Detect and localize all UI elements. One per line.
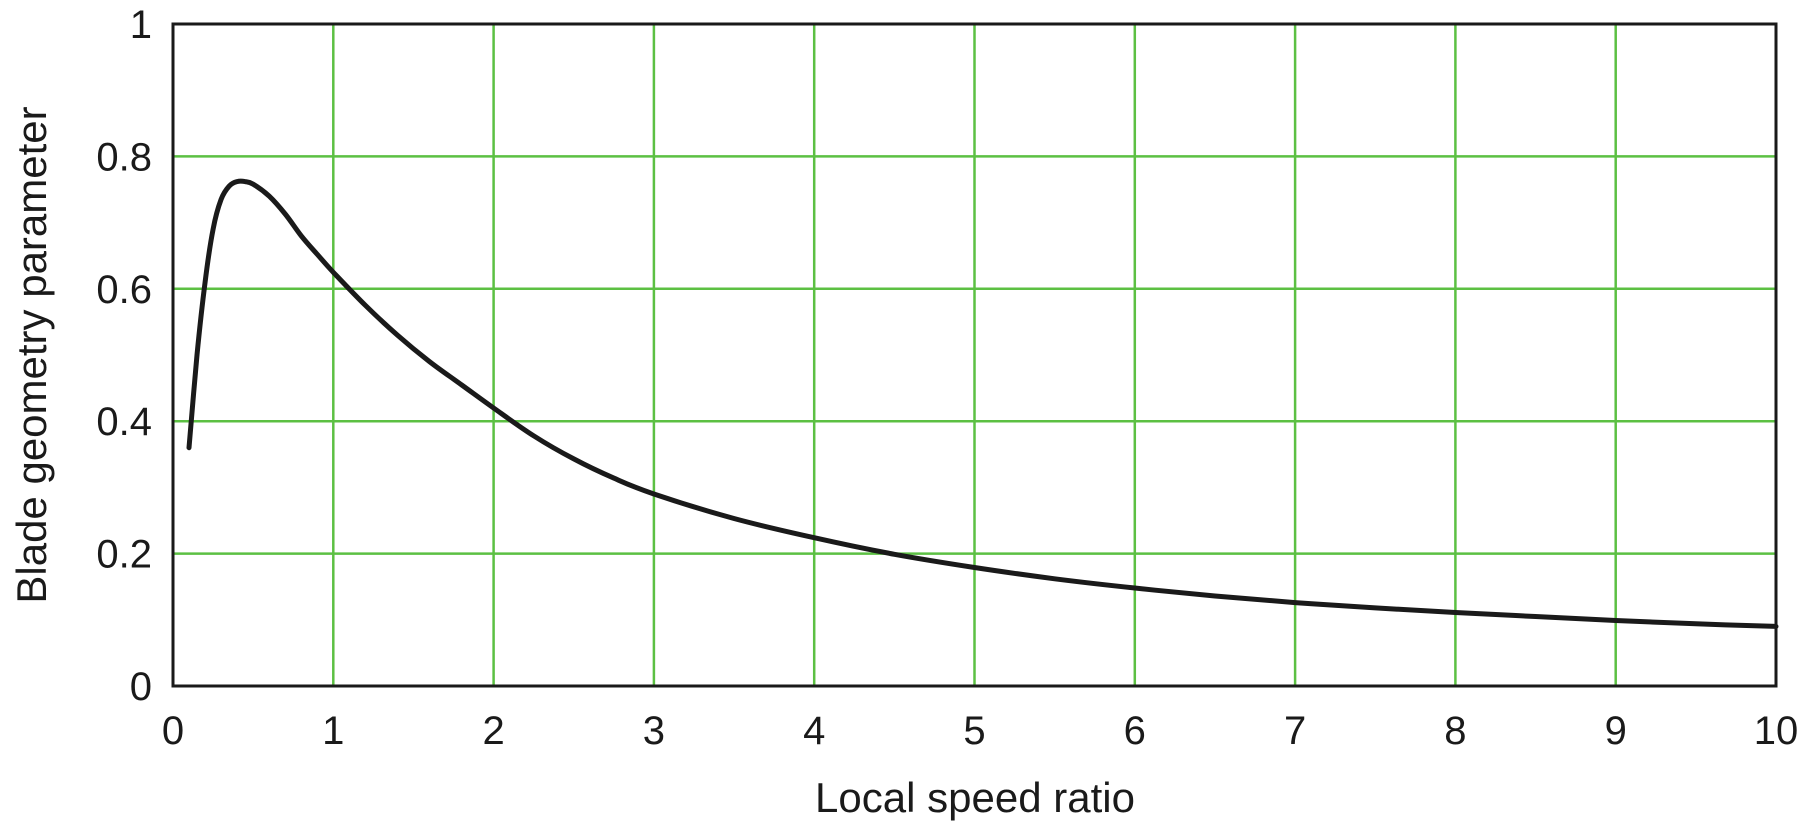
- y-tick-label: 0.4: [96, 400, 152, 444]
- x-tick-label: 5: [963, 709, 985, 753]
- x-tick-label: 9: [1605, 709, 1627, 753]
- plot-area-frame: [171, 22, 1778, 688]
- y-tick-label: 0: [130, 665, 152, 709]
- x-tick-label: 3: [643, 709, 665, 753]
- x-tick-label: 8: [1444, 709, 1466, 753]
- series-line: [186, 178, 1779, 629]
- x-tick-label: 2: [482, 709, 504, 753]
- y-axis-ticks: 0 0.2 0.4 0.6 0.8 1: [96, 3, 152, 709]
- x-tick-label: 10: [1754, 709, 1799, 753]
- x-tick-label: 6: [1124, 709, 1146, 753]
- x-tick-label: 7: [1284, 709, 1306, 753]
- x-tick-label: 1: [322, 709, 344, 753]
- grid: [173, 24, 1776, 686]
- x-axis-title: Local speed ratio: [815, 774, 1135, 821]
- y-tick-label: 0.2: [96, 533, 152, 577]
- y-tick-label: 1: [130, 3, 152, 47]
- y-tick-label: 0.6: [96, 268, 152, 312]
- y-tick-label: 0.8: [96, 135, 152, 179]
- x-tick-label: 4: [803, 709, 825, 753]
- x-axis-ticks: 0 1 2 3 4 5 6 7 8 9 10: [162, 709, 1798, 753]
- y-axis-title: Blade geometry parameter: [8, 106, 55, 603]
- x-tick-label: 0: [162, 709, 184, 753]
